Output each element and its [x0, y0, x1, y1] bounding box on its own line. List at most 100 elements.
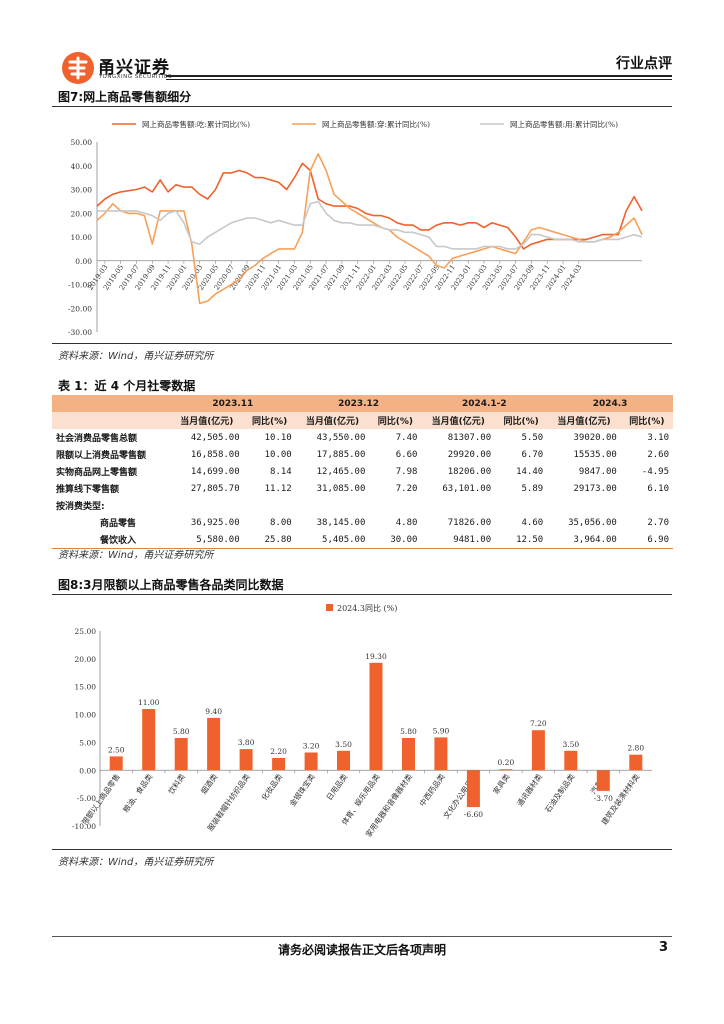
figure8-legend: 2024.3同比 (%) [326, 603, 397, 613]
y-tick-label: 0.00 [79, 766, 96, 775]
table-cell: 81307.00 [447, 432, 492, 443]
figure8-title-rule [52, 594, 672, 595]
bar [369, 662, 383, 771]
bar-value-label: -3.70 [594, 794, 613, 803]
table-cell [621, 497, 673, 514]
table-cell: 27,805.70 [190, 483, 240, 494]
series-line-3 [97, 200, 643, 250]
category-label: 化妆品类 [259, 771, 285, 802]
category-label: 通讯器材类 [514, 771, 544, 808]
footer-divider [52, 936, 672, 937]
bar [207, 717, 221, 771]
table-cell: 17,885.00 [316, 449, 366, 460]
figure8-bottom-rule [52, 849, 672, 850]
bar [174, 738, 188, 771]
table-cell: 8.00 [270, 517, 292, 528]
table-row: 社会消费品零售总额 42,505.00 10.10 43,550.00 7.40 8130… [52, 429, 673, 446]
bar-value-label: 7.20 [530, 719, 547, 728]
table-cell: 6.70 [521, 449, 544, 460]
table-cell: 9847.00 [578, 466, 617, 477]
bar [596, 770, 610, 791]
table-row: 按消费类型: [52, 497, 673, 514]
period-header: 2023.12 [295, 395, 422, 412]
table-cell [296, 497, 370, 514]
header-divider [166, 75, 672, 77]
y-tick-label: 10.00 [71, 233, 93, 242]
table-cell: 14.40 [516, 466, 544, 477]
table-cell: 29173.00 [573, 483, 617, 494]
table-row: 商品零售 36,925.00 8.00 38,145.00 4.80 71826.00 4.… [52, 514, 673, 531]
table-cell: 6.60 [395, 449, 418, 460]
footer-disclaimer: 请务必阅读报告正文后各项声明 [277, 943, 446, 957]
legend-label: 2024.3同比 (%) [337, 603, 397, 613]
legend-label: 网上商品零售额:吃:累计同比(%) [142, 119, 250, 129]
y-tick-label: 40.00 [71, 162, 93, 171]
bar-value-label: 5.90 [433, 726, 450, 735]
bar-value-label: 2.20 [270, 747, 287, 756]
row-label: 实物商品网上零售额 [56, 468, 138, 478]
legend-label: 网上商品零售额:穿:累计同比(%) [322, 119, 430, 129]
bar [337, 750, 350, 771]
table-cell: 38,145.00 [316, 517, 366, 528]
y-tick-label: 20.00 [75, 655, 97, 664]
y-tick-label: 15.00 [75, 683, 97, 692]
y-tick-label: -10.00 [72, 822, 96, 831]
figure7-title-rule [52, 106, 672, 107]
column-header: 同比(%) [369, 412, 422, 429]
bar-value-label: 0.20 [498, 758, 515, 767]
table-cell: 7.98 [395, 466, 418, 477]
table-row: 限额以上消费品零售额 16,858.00 10.00 17,885.00 6.60 299… [52, 446, 673, 463]
table-cell: 71826.00 [447, 517, 492, 528]
column-header: 同比(%) [495, 412, 548, 429]
bar [531, 730, 545, 771]
category-label: 金银珠宝类 [287, 771, 317, 808]
figure8-source: 资料来源：Wind，甬兴证券研究所 [58, 857, 214, 868]
table-cell [369, 497, 421, 514]
table-cell: 14,699.00 [190, 466, 240, 477]
table-cell: 5,580.00 [169, 531, 244, 549]
y-tick-label: -10.00 [68, 281, 92, 290]
table-row: 餐饮收入 5,580.00 25.80 5,405.00 30.00 9481.00 12.… [52, 531, 673, 549]
table-cell: 43,550.00 [316, 432, 366, 443]
table-cell: 12,465.00 [316, 466, 366, 477]
row-label: 按消费类型: [56, 502, 105, 512]
row-label: 推算线下零售额 [56, 485, 120, 495]
period-header: 2023.11 [169, 395, 296, 412]
table-cell: 63,101.00 [442, 483, 492, 494]
table-cell: 2.70 [647, 517, 669, 528]
table-cell: 11.12 [264, 483, 292, 494]
figure7-title: 图7:网上商品零售额细分 [58, 90, 192, 104]
figure8-title: 图8:3月限额以上商品零售各品类同比数据 [58, 578, 284, 592]
header-divider-thin [166, 79, 672, 80]
bar-value-label: 2.50 [108, 745, 125, 754]
bar-value-label: 3.80 [238, 738, 255, 747]
table-cell [547, 497, 621, 514]
bar [402, 738, 415, 771]
figure7-source: 资料来源：Wind，甬兴证券研究所 [58, 351, 214, 362]
bar-value-label: 3.50 [562, 740, 579, 749]
table-cell: 2.60 [647, 449, 669, 460]
table-cell: 6.10 [647, 483, 669, 494]
category-label: 烟酒类 [198, 771, 219, 796]
bar-value-label: 5.80 [400, 727, 417, 736]
table-corner-cell [52, 395, 170, 412]
table-cell [170, 497, 244, 514]
table-cell: -4.95 [641, 466, 669, 477]
table-period-header-row: 2023.11 2023.12 2024.1-2 2024.3 [52, 395, 673, 412]
table-cell: 4.80 [395, 517, 418, 528]
bar-value-label: 11.00 [138, 698, 160, 707]
y-tick-label: 50.00 [71, 138, 93, 147]
bar-value-label: 2.80 [627, 744, 644, 753]
bar [466, 770, 480, 808]
retail-data-table: 2023.11 2023.12 2024.1-2 2024.3 当月值(亿元) … [52, 395, 673, 549]
bar-value-label: 9.40 [205, 707, 222, 716]
column-header: 当月值(亿元) [169, 412, 244, 429]
period-header: 2024.3 [547, 395, 673, 412]
table-cell [495, 497, 547, 514]
table-cell: 30.00 [369, 531, 422, 549]
table-cell: 6.90 [620, 531, 673, 549]
bar [564, 750, 578, 771]
table-cell: 9481.00 [421, 531, 496, 549]
report-section-label: 行业点评 [616, 56, 672, 72]
table-cell: 10.10 [264, 432, 292, 443]
